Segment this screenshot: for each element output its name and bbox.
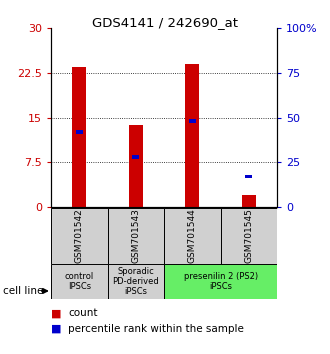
Bar [129, 125, 143, 207]
Text: GSM701545: GSM701545 [245, 208, 253, 263]
Text: count: count [68, 308, 98, 318]
Bar [189, 120, 196, 123]
Text: GSM701544: GSM701544 [188, 209, 197, 263]
Bar [51, 264, 108, 299]
Bar [76, 130, 83, 134]
Bar [108, 264, 164, 299]
Text: control
IPSCs: control IPSCs [65, 272, 94, 291]
Text: GSM701542: GSM701542 [75, 209, 84, 263]
Text: GSM701543: GSM701543 [131, 208, 141, 263]
Bar [221, 208, 277, 264]
Bar [164, 264, 277, 299]
Text: percentile rank within the sample: percentile rank within the sample [68, 324, 244, 333]
Bar [246, 175, 252, 178]
Text: presenilin 2 (PS2)
iPSCs: presenilin 2 (PS2) iPSCs [183, 272, 258, 291]
Bar [51, 208, 108, 264]
Bar [242, 195, 256, 207]
Text: Sporadic
PD-derived
iPSCs: Sporadic PD-derived iPSCs [113, 267, 159, 296]
Text: ■: ■ [51, 308, 62, 318]
Bar [132, 155, 140, 159]
Text: cell line: cell line [3, 286, 44, 296]
Bar [164, 208, 221, 264]
Text: GDS4141 / 242690_at: GDS4141 / 242690_at [92, 16, 238, 29]
Bar [185, 64, 200, 207]
Bar [108, 208, 164, 264]
Bar [72, 67, 86, 207]
Text: ■: ■ [51, 324, 62, 333]
